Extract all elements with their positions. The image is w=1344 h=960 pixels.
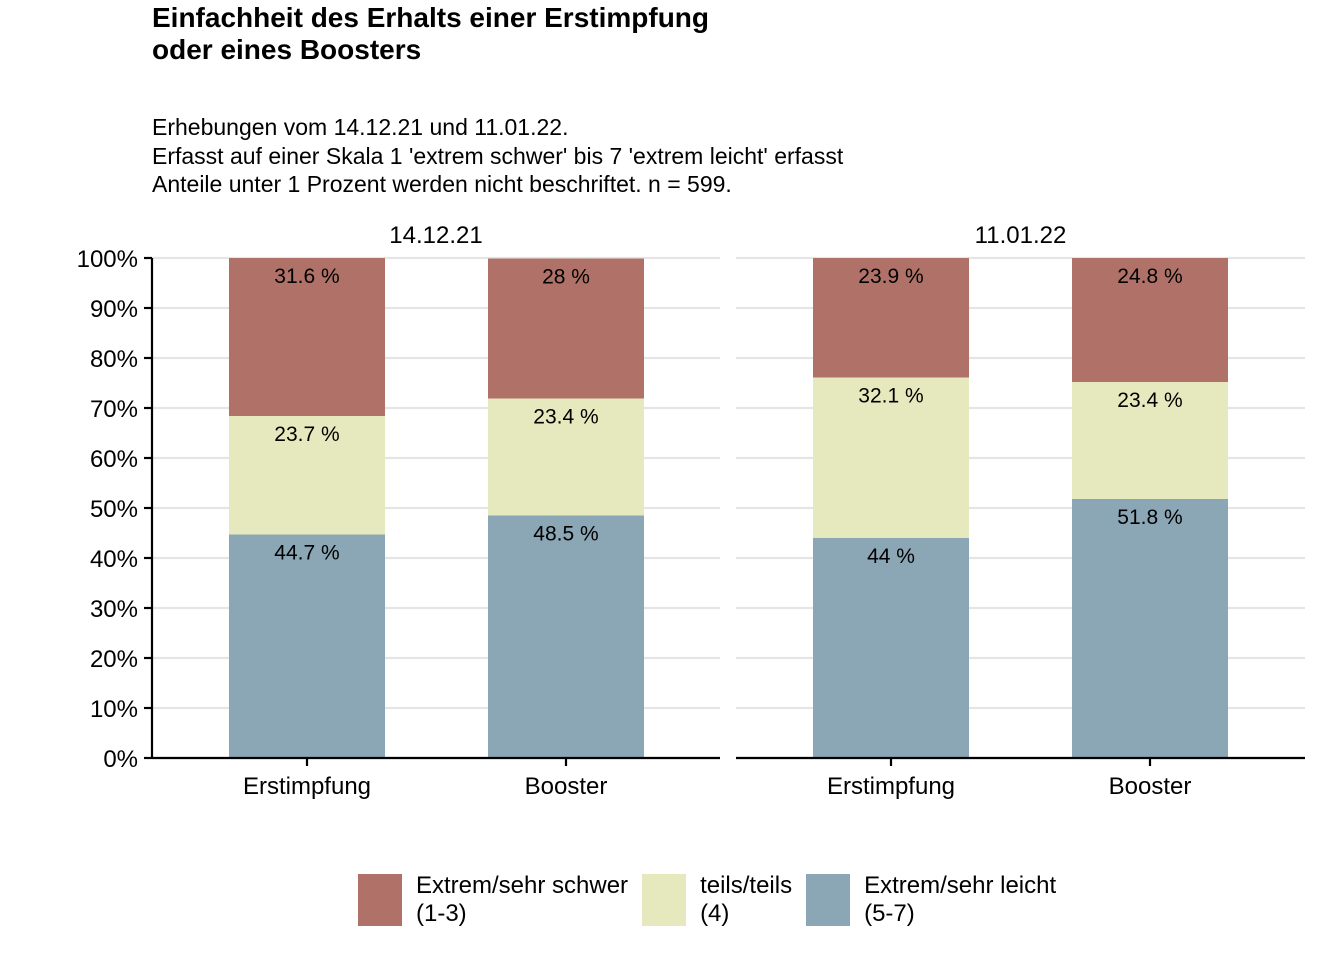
y-tick-label: 30% xyxy=(90,596,138,623)
bar-segment-schwer xyxy=(1072,258,1228,382)
legend-label-teils: teils/teils xyxy=(700,872,793,899)
legend: Extrem/sehr schwer (1-3) teils/teils (4)… xyxy=(358,872,1070,928)
data-label: 44.7 % xyxy=(274,542,339,565)
y-tick-label: 0% xyxy=(103,746,138,773)
x-tick-label: Booster xyxy=(525,773,608,800)
y-tick-label: 80% xyxy=(90,346,138,373)
legend-item-schwer: Extrem/sehr schwer (1-3) xyxy=(358,872,628,928)
data-label: 51.8 % xyxy=(1117,506,1182,529)
bar-segment-teils xyxy=(813,377,969,538)
y-tick-label: 60% xyxy=(90,446,138,473)
y-tick-label: 50% xyxy=(90,496,138,523)
bar-segment-leicht xyxy=(813,538,969,758)
y-tick-label: 20% xyxy=(90,646,138,673)
legend-item-leicht: Extrem/sehr leicht (5-7) xyxy=(806,872,1056,928)
chart-subtitle-line-3: Anteile unter 1 Prozent werden nicht bes… xyxy=(152,171,732,197)
legend-swatch-schwer xyxy=(358,874,402,926)
bar-segment-teils xyxy=(1072,382,1228,499)
bar-segment-schwer xyxy=(488,258,644,399)
y-tick-label: 90% xyxy=(90,296,138,323)
legend-swatch-leicht xyxy=(806,874,851,926)
chart-title-line-2: oder eines Boosters xyxy=(152,34,422,65)
x-tick-label: Booster xyxy=(1109,773,1192,800)
data-label: 32.1 % xyxy=(858,385,923,408)
bar-segment-schwer xyxy=(813,258,969,378)
chart-subtitle-line-2: Erfasst auf einer Skala 1 'extrem schwer… xyxy=(152,142,844,169)
y-tick-label: 40% xyxy=(90,546,138,573)
legend-item-teils: teils/teils (4) xyxy=(642,872,792,928)
bar-segment-schwer xyxy=(229,258,385,416)
x-tick-label: Erstimpfung xyxy=(827,773,955,800)
facet-label: 14.12.21 xyxy=(389,222,482,249)
facet-label: 11.01.22 xyxy=(975,222,1067,249)
chart-subtitle-line-1: Erhebungen vom 14.12.21 und 11.01.22. xyxy=(152,114,569,140)
data-label: 31.6 % xyxy=(274,265,339,288)
data-label: 23.7 % xyxy=(274,423,339,446)
y-tick-label: 10% xyxy=(90,696,138,723)
y-tick-label: 100% xyxy=(77,246,138,273)
data-label: 44 % xyxy=(867,545,915,568)
bar-segment-leicht xyxy=(229,534,385,758)
data-label: 23.4 % xyxy=(533,406,598,429)
data-label: 28 % xyxy=(542,266,590,289)
legend-sublabel-schwer: (1-3) xyxy=(416,900,467,927)
legend-swatch-teils xyxy=(642,874,687,926)
data-label: 24.8 % xyxy=(1117,265,1182,288)
data-label: 23.9 % xyxy=(858,265,923,288)
bar-segment-leicht xyxy=(488,515,644,758)
legend-sublabel-teils: (4) xyxy=(700,900,730,927)
bar-segment-teils xyxy=(488,398,644,516)
chart-title-line-1: Einfachheit des Erhalts einer Erstimpfun… xyxy=(152,2,710,33)
legend-sublabel-leicht: (5-7) xyxy=(864,900,915,927)
data-label: 48.5 % xyxy=(533,523,598,546)
data-label: 23.4 % xyxy=(1117,389,1182,412)
bar-segment-teils xyxy=(229,416,385,535)
bar-segment-leicht xyxy=(1072,499,1228,758)
chart-title: Einfachheit des Erhalts einer Erstimpfun… xyxy=(152,2,709,66)
y-tick-label: 70% xyxy=(90,396,138,423)
x-tick-label: Erstimpfung xyxy=(243,773,371,800)
chart-subtitle: Erhebungen vom 14.12.21 und 11.01.22. Er… xyxy=(152,113,843,199)
legend-label-schwer: Extrem/sehr schwer xyxy=(416,872,629,899)
legend-label-leicht: Extrem/sehr leicht xyxy=(864,872,1057,899)
